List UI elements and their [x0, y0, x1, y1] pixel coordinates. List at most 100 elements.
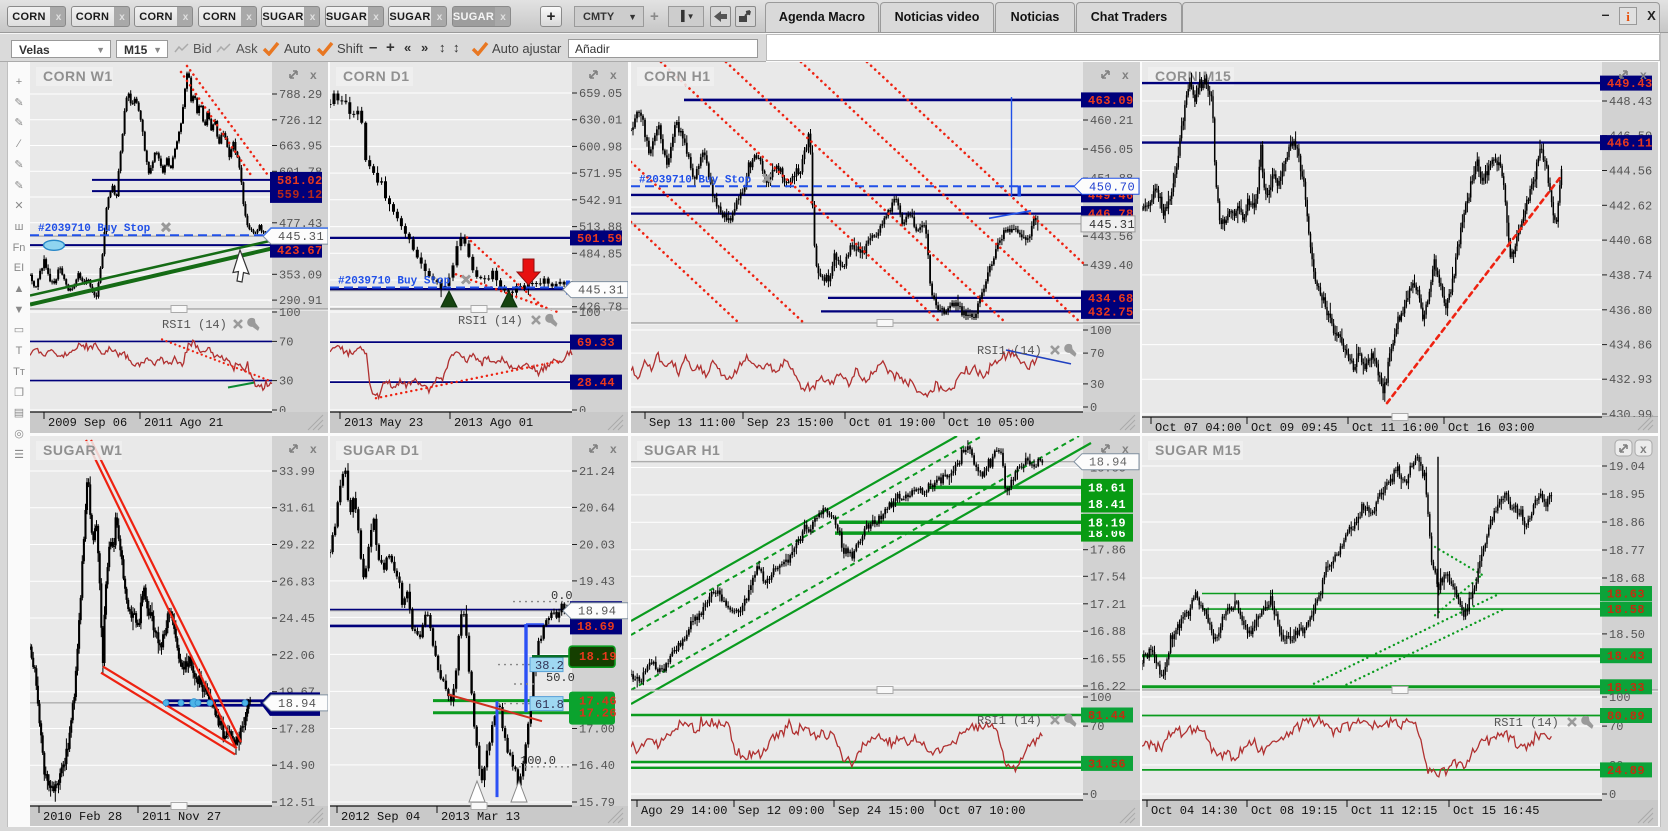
- svg-text:CORN W1: CORN W1: [43, 68, 113, 84]
- svg-text:17.28: 17.28: [279, 723, 315, 737]
- svg-text:14.90: 14.90: [279, 759, 315, 773]
- svg-text:432.93: 432.93: [1609, 373, 1652, 387]
- svg-text:450.70: 450.70: [1089, 180, 1135, 194]
- svg-text:30: 30: [279, 375, 293, 389]
- svg-text:20.64: 20.64: [579, 501, 615, 515]
- svg-text:19.04: 19.04: [1609, 460, 1645, 474]
- svg-text:#2039710 Buy Stop: #2039710 Buy Stop: [338, 276, 451, 288]
- svg-text:x: x: [610, 442, 617, 456]
- svg-text:18.50: 18.50: [1609, 628, 1645, 642]
- svg-text:RSI1 (14): RSI1 (14): [458, 314, 523, 328]
- svg-text:444.56: 444.56: [1609, 165, 1652, 179]
- svg-text:463.09: 463.09: [1088, 94, 1134, 108]
- svg-text:438.74: 438.74: [1609, 269, 1652, 283]
- svg-text:RSI1 (14): RSI1 (14): [1494, 716, 1559, 730]
- svg-text:2010 Feb 28: 2010 Feb 28: [43, 810, 122, 824]
- svg-text:61.8: 61.8: [535, 698, 564, 712]
- svg-text:20.03: 20.03: [579, 539, 615, 553]
- svg-text:70: 70: [1090, 720, 1104, 734]
- svg-text:17.54: 17.54: [1090, 570, 1126, 584]
- svg-text:501.59: 501.59: [577, 232, 623, 246]
- svg-text:x: x: [310, 68, 317, 82]
- svg-text:Sep 24 15:00: Sep 24 15:00: [838, 804, 924, 818]
- svg-text:2012 Sep 04: 2012 Sep 04: [341, 810, 420, 824]
- svg-text:Oct 11 12:15: Oct 11 12:15: [1351, 804, 1437, 818]
- svg-text:21.24: 21.24: [579, 465, 615, 479]
- svg-text:#2039710 Buy Stop: #2039710 Buy Stop: [38, 223, 151, 235]
- svg-text:18.94: 18.94: [578, 605, 617, 619]
- svg-text:RSI1 (14): RSI1 (14): [977, 344, 1042, 358]
- svg-text:100: 100: [1090, 324, 1112, 338]
- svg-text:434.68: 434.68: [1088, 292, 1134, 306]
- svg-text:16.22: 16.22: [1090, 680, 1126, 694]
- svg-text:600.98: 600.98: [579, 140, 622, 154]
- svg-text:0: 0: [1609, 788, 1616, 802]
- svg-text:17.21: 17.21: [1090, 598, 1126, 612]
- svg-text:Oct 08 19:15: Oct 08 19:15: [1251, 804, 1337, 818]
- svg-text:445.31: 445.31: [1089, 218, 1135, 232]
- svg-text:18.69: 18.69: [577, 620, 615, 634]
- svg-text:CORN D1: CORN D1: [343, 68, 410, 84]
- svg-text:Oct 11 16:00: Oct 11 16:00: [1352, 421, 1438, 433]
- svg-text:460.21: 460.21: [1090, 114, 1133, 128]
- svg-text:17.26: 17.26: [579, 707, 617, 721]
- svg-text:2009 Sep 06: 2009 Sep 06: [48, 416, 127, 430]
- svg-text:445.31: 445.31: [578, 284, 624, 298]
- svg-text:18.43: 18.43: [1607, 650, 1645, 664]
- svg-text:442.62: 442.62: [1609, 199, 1652, 213]
- svg-text:26.83: 26.83: [279, 575, 315, 589]
- svg-text:Sep 23 15:00: Sep 23 15:00: [747, 416, 833, 430]
- svg-text:16.88: 16.88: [1090, 625, 1126, 639]
- svg-text:#2039710 Buy Stop: #2039710 Buy Stop: [639, 174, 752, 186]
- svg-text:18.33: 18.33: [1607, 681, 1645, 695]
- svg-text:33.99: 33.99: [279, 465, 315, 479]
- svg-text:Sep 12 09:00: Sep 12 09:00: [738, 804, 824, 818]
- svg-text:Oct 04 14:30: Oct 04 14:30: [1151, 804, 1237, 818]
- svg-text:18.63: 18.63: [1607, 588, 1645, 602]
- svg-text:18.19: 18.19: [579, 650, 617, 664]
- svg-text:788.29: 788.29: [279, 88, 322, 102]
- svg-text:0: 0: [1090, 401, 1097, 415]
- svg-text:18.94: 18.94: [278, 697, 317, 711]
- svg-text:630.01: 630.01: [579, 114, 622, 128]
- svg-text:663.95: 663.95: [279, 140, 322, 154]
- svg-text:434.86: 434.86: [1609, 339, 1652, 353]
- svg-text:100: 100: [579, 306, 601, 320]
- svg-text:24.45: 24.45: [279, 612, 315, 626]
- svg-text:31.61: 31.61: [279, 502, 315, 516]
- svg-text:571.95: 571.95: [579, 167, 622, 181]
- svg-text:423.67: 423.67: [277, 244, 323, 258]
- svg-text:Oct 07 04:00: Oct 07 04:00: [1155, 421, 1241, 433]
- svg-text:81.44: 81.44: [1088, 709, 1126, 723]
- svg-text:446.11: 446.11: [1607, 137, 1653, 151]
- svg-text:29.22: 29.22: [279, 539, 315, 553]
- svg-text:439.40: 439.40: [1090, 259, 1133, 273]
- svg-text:RSI1 (14): RSI1 (14): [977, 714, 1042, 728]
- svg-text:80.89: 80.89: [1607, 710, 1645, 724]
- svg-text:0: 0: [1090, 788, 1097, 802]
- svg-text:659.05: 659.05: [579, 87, 622, 101]
- svg-text:CORN H1: CORN H1: [644, 68, 711, 84]
- svg-text:448.43: 448.43: [1609, 95, 1652, 109]
- svg-text:445.31: 445.31: [278, 230, 324, 244]
- svg-text:Oct 09 09:45: Oct 09 09:45: [1251, 421, 1337, 433]
- svg-text:2011 Nov 27: 2011 Nov 27: [142, 810, 221, 824]
- svg-text:18.77: 18.77: [1609, 544, 1645, 558]
- svg-text:22.06: 22.06: [279, 649, 315, 663]
- svg-text:17.00: 17.00: [579, 723, 615, 737]
- svg-text:484.85: 484.85: [579, 247, 622, 261]
- svg-text:100: 100: [1609, 691, 1631, 705]
- svg-text:18.19: 18.19: [1088, 516, 1126, 530]
- svg-text:18.95: 18.95: [1609, 488, 1645, 502]
- svg-text:542.91: 542.91: [579, 194, 622, 208]
- svg-text:2013 May 23: 2013 May 23: [344, 416, 423, 430]
- svg-text:38.2: 38.2: [535, 659, 564, 673]
- svg-text:Oct 01 19:00: Oct 01 19:00: [849, 416, 935, 430]
- svg-text:50.0: 50.0: [546, 671, 575, 685]
- svg-text:Oct 07 10:00: Oct 07 10:00: [939, 804, 1025, 818]
- svg-text:290.91: 290.91: [279, 294, 322, 308]
- svg-text:x: x: [1122, 442, 1129, 456]
- svg-text:426.78: 426.78: [579, 301, 622, 315]
- svg-text:449.43: 449.43: [1607, 77, 1653, 91]
- svg-text:18.41: 18.41: [1088, 498, 1126, 512]
